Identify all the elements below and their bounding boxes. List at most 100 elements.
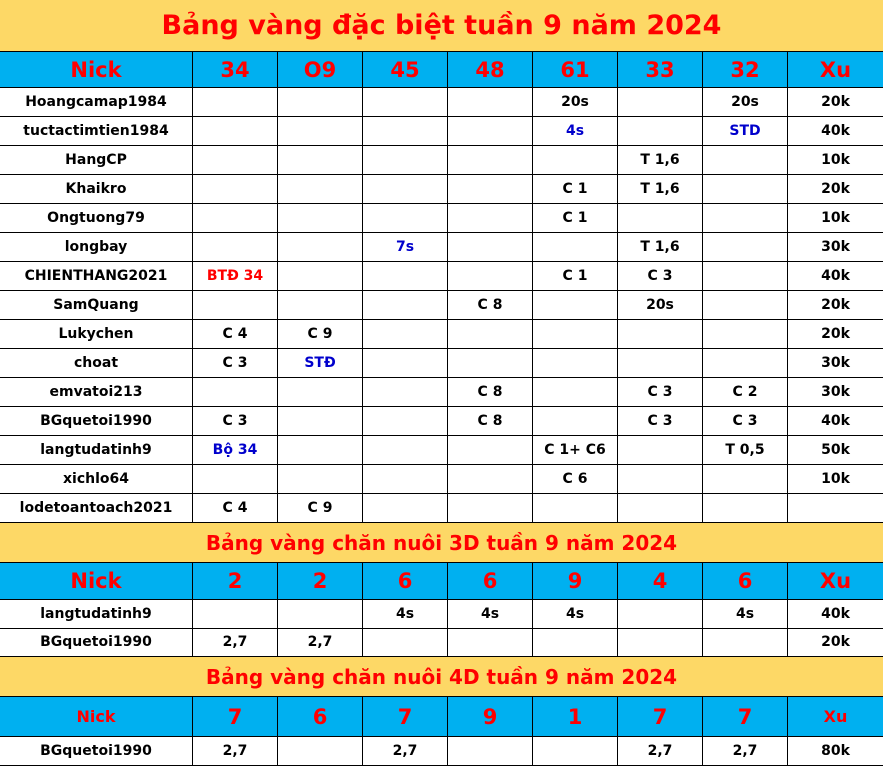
cell (278, 117, 363, 145)
cell (618, 465, 703, 493)
cell (533, 378, 618, 406)
cell (363, 465, 448, 493)
header-cell: 6 (363, 563, 448, 599)
header-cell: 4 (618, 563, 703, 599)
cell (363, 146, 448, 174)
cell (448, 628, 533, 656)
cell: STĐ (278, 349, 363, 377)
cell (448, 436, 533, 464)
cell (363, 88, 448, 116)
header-cell: 6 (703, 563, 788, 599)
cell (533, 146, 618, 174)
table-row: SamQuang C 8 20s 20k (0, 291, 883, 320)
cell: Bộ 34 (193, 436, 278, 464)
cell: C 3 (618, 262, 703, 290)
header-nick: Nick (0, 563, 193, 599)
cell (533, 407, 618, 435)
cell (703, 628, 788, 656)
cell (618, 628, 703, 656)
cell: C 8 (448, 407, 533, 435)
cell (618, 436, 703, 464)
cell: 2,7 (363, 737, 448, 765)
cell: C 3 (618, 378, 703, 406)
xu-cell: 20k (821, 634, 850, 651)
cell (533, 233, 618, 261)
cell: C 8 (448, 291, 533, 319)
section-title: Bảng vàng đặc biệt tuần 9 năm 2024 (0, 0, 883, 52)
nick-cell: Ongtuong79 (0, 204, 193, 232)
cell (363, 407, 448, 435)
cell (448, 349, 533, 377)
cell: C 4 (193, 494, 278, 522)
cell (533, 349, 618, 377)
table-row: langtudatinh9 4s 4s 4s 4s 40k (0, 600, 883, 629)
table-row: Hoangcamap1984 20s 20s 20k (0, 88, 883, 117)
cell (448, 175, 533, 203)
cell: C 9 (278, 320, 363, 348)
nick-cell: Khaikro (0, 175, 193, 203)
table-row: longbay 7s T 1,6 30k (0, 233, 883, 262)
header-nick: Nick (0, 697, 193, 736)
cell (193, 175, 278, 203)
cell (618, 349, 703, 377)
header-cell: 9 (533, 563, 618, 599)
cell (193, 465, 278, 493)
cell: C 3 (193, 407, 278, 435)
cell (618, 88, 703, 116)
xu-cell (788, 494, 883, 522)
cell (533, 737, 618, 765)
nick-cell: SamQuang (0, 291, 193, 319)
xu-cell: 50k (821, 442, 850, 458)
cell (278, 600, 363, 628)
nick-cell: tuctactimtien1984 (0, 117, 193, 145)
cell (278, 204, 363, 232)
cell: C 2 (703, 378, 788, 406)
header-cell: 7 (618, 697, 703, 736)
table-row: BGquetoi1990 2,7 2,7 20k (0, 628, 883, 657)
cell: 2,7 (703, 737, 788, 765)
xu-cell: 10k (821, 471, 850, 487)
cell (193, 204, 278, 232)
table-row: tuctactimtien1984 4s STD 40k (0, 117, 883, 146)
xu-cell: 80k (821, 743, 850, 759)
cell: C 1 (533, 204, 618, 232)
cell: C 3 (703, 407, 788, 435)
cell (448, 262, 533, 290)
nick-cell: BGquetoi1990 (0, 628, 193, 656)
section-title: Bảng vàng chăn nuôi 4D tuần 9 năm 2024 (0, 657, 883, 697)
xu-cell: 20k (821, 94, 850, 110)
cell: 4s (448, 600, 533, 628)
cell (533, 320, 618, 348)
cell (703, 262, 788, 290)
cell: 4s (363, 600, 448, 628)
xu-cell: 10k (821, 210, 850, 226)
cell: STD (703, 117, 788, 145)
cell (703, 291, 788, 319)
header-cell: 45 (363, 52, 448, 87)
cell (363, 378, 448, 406)
nick-cell: BGquetoi1990 (0, 737, 193, 765)
header-cell: Xu (819, 57, 852, 82)
header-cell: 61 (533, 52, 618, 87)
cell (448, 204, 533, 232)
cell (278, 146, 363, 174)
header-cell: 7 (363, 697, 448, 736)
cell: 20s (703, 88, 788, 116)
cell (703, 233, 788, 261)
cell: 20s (618, 291, 703, 319)
header-cell: 6 (448, 563, 533, 599)
cell (448, 320, 533, 348)
cell (533, 628, 618, 656)
header-nick: Nick (0, 52, 193, 87)
cell (193, 291, 278, 319)
cell (278, 737, 363, 765)
cell (278, 378, 363, 406)
nick-cell: langtudatinh9 (0, 436, 193, 464)
nick-cell: Lukychen (0, 320, 193, 348)
cell (193, 88, 278, 116)
table-row: BGquetoi1990 2,7 2,7 2,7 2,7 80k (0, 737, 883, 766)
nick-cell: lodetoantoach2021 (0, 494, 193, 522)
cell: 20s (533, 88, 618, 116)
cell (618, 117, 703, 145)
